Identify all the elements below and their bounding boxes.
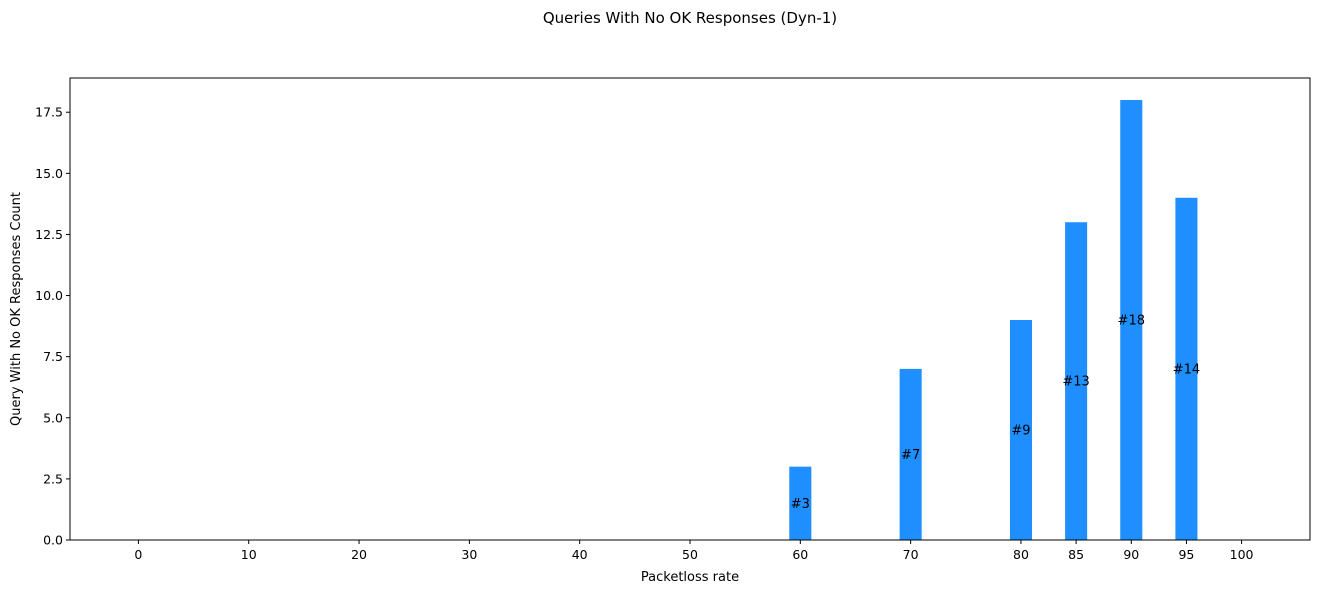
x-tick-label: 90: [1123, 547, 1139, 562]
y-axis-label: Query With No OK Responses Count: [9, 192, 24, 426]
bar: [1009, 320, 1032, 540]
bar-data-label: #7: [901, 448, 920, 463]
y-tick-label: 12.5: [35, 227, 63, 242]
bar: [1120, 100, 1143, 540]
bar: [1175, 197, 1198, 540]
y-tick-label: 0.0: [43, 533, 63, 548]
plot-area: #3 #7 #9 #13 #18 #14 0 10 20 30 40 50 60 70 80 85 90 95 10…: [35, 77, 1311, 562]
x-tick-label: 0: [134, 547, 142, 562]
x-tick-label: 100: [1230, 547, 1254, 562]
x-tick-label: 20: [351, 547, 367, 562]
bar-data-label: #9: [1011, 424, 1030, 439]
y-tick-label: 10.0: [35, 288, 63, 303]
bar: [789, 466, 812, 540]
x-axis-label: Packetloss rate: [641, 570, 739, 585]
x-tick-label: 80: [1013, 547, 1029, 562]
bar-data-label: #18: [1118, 314, 1145, 329]
x-tick-label: 50: [682, 547, 698, 562]
x-tick-label: 85: [1068, 547, 1084, 562]
bar: [899, 368, 922, 540]
x-tick-label: 30: [461, 547, 477, 562]
y-tick-label: 7.5: [43, 349, 63, 364]
x-tick-label: 70: [903, 547, 919, 562]
y-tick-label: 17.5: [35, 105, 63, 120]
y-tick-label: 2.5: [43, 471, 63, 486]
bar-data-label: #14: [1173, 362, 1200, 377]
y-tick-label: 15.0: [35, 166, 63, 181]
x-tick-label: 40: [572, 547, 588, 562]
x-tick-label: 10: [241, 547, 257, 562]
chart-title: Queries With No OK Responses (Dyn-1): [543, 9, 837, 27]
bar: [1065, 222, 1088, 540]
x-tick-label: 95: [1178, 547, 1194, 562]
x-tick-label: 60: [792, 547, 808, 562]
y-tick-label: 5.0: [43, 410, 63, 425]
bar-data-label: #13: [1062, 375, 1089, 390]
bar-data-label: #3: [791, 497, 810, 512]
